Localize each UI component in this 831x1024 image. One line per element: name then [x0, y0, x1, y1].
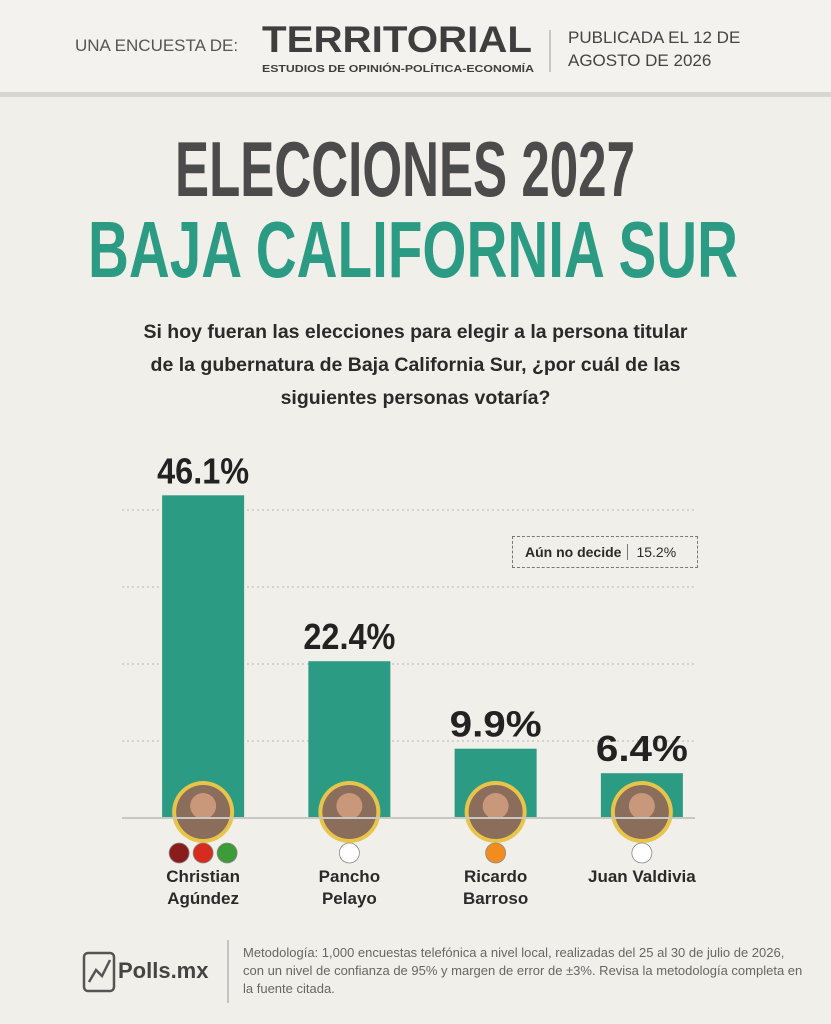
party-logo: [216, 842, 238, 864]
brand: TERRITORIAL: [262, 19, 532, 60]
published-date: PUBLICADA EL 12 DE AGOSTO DE 2026: [568, 28, 741, 70]
party-logo: [631, 842, 653, 864]
header-intro: UNA ENCUESTA DE:: [75, 36, 239, 55]
header-shadow: [0, 92, 831, 97]
chart-title: ELECCIONES 2027: [175, 125, 635, 213]
x-tick-label: Christian Agúndez: [166, 867, 240, 908]
undecided-value: 15.2%: [636, 544, 677, 560]
candidate-face: [482, 793, 509, 819]
x-tick-label: Pancho Pelayo: [318, 867, 381, 908]
methodology: Metodología: 1,000 encuestas telefónica …: [243, 945, 803, 996]
logo-icon: [82, 951, 116, 993]
party-logo: [485, 842, 507, 864]
value-label: 46.1%: [157, 450, 249, 491]
footer-logo: Polls.mx: [118, 958, 209, 983]
bar: [162, 495, 245, 818]
chart-subtitle: BAJA CALIFORNIA SUR: [88, 205, 738, 294]
candidate-face: [190, 793, 217, 819]
candidate-face: [628, 793, 655, 819]
undecided-label: Aún no decide: [513, 544, 629, 560]
value-label: 6.4%: [596, 728, 688, 769]
value-label: 22.4%: [303, 616, 395, 657]
logo-icon: [87, 959, 112, 983]
x-tick-label: Juan Valdivia: [588, 867, 696, 886]
candidate-face: [336, 793, 363, 819]
brand-tagline: ESTUDIOS DE OPINIÓN-POLÍTICA-ECONOMÍA: [262, 62, 534, 75]
x-tick-label: Ricardo Barroso: [463, 867, 529, 908]
header-band: [0, 0, 831, 94]
party-logo: [168, 842, 190, 864]
party-logo: [338, 842, 360, 864]
value-label: 9.9%: [450, 704, 542, 745]
undecided-box: Aún no decide 15.2%: [512, 536, 698, 568]
party-logo: [192, 842, 214, 864]
question: Si hoy fueran las elecciones para elegir…: [143, 321, 688, 409]
